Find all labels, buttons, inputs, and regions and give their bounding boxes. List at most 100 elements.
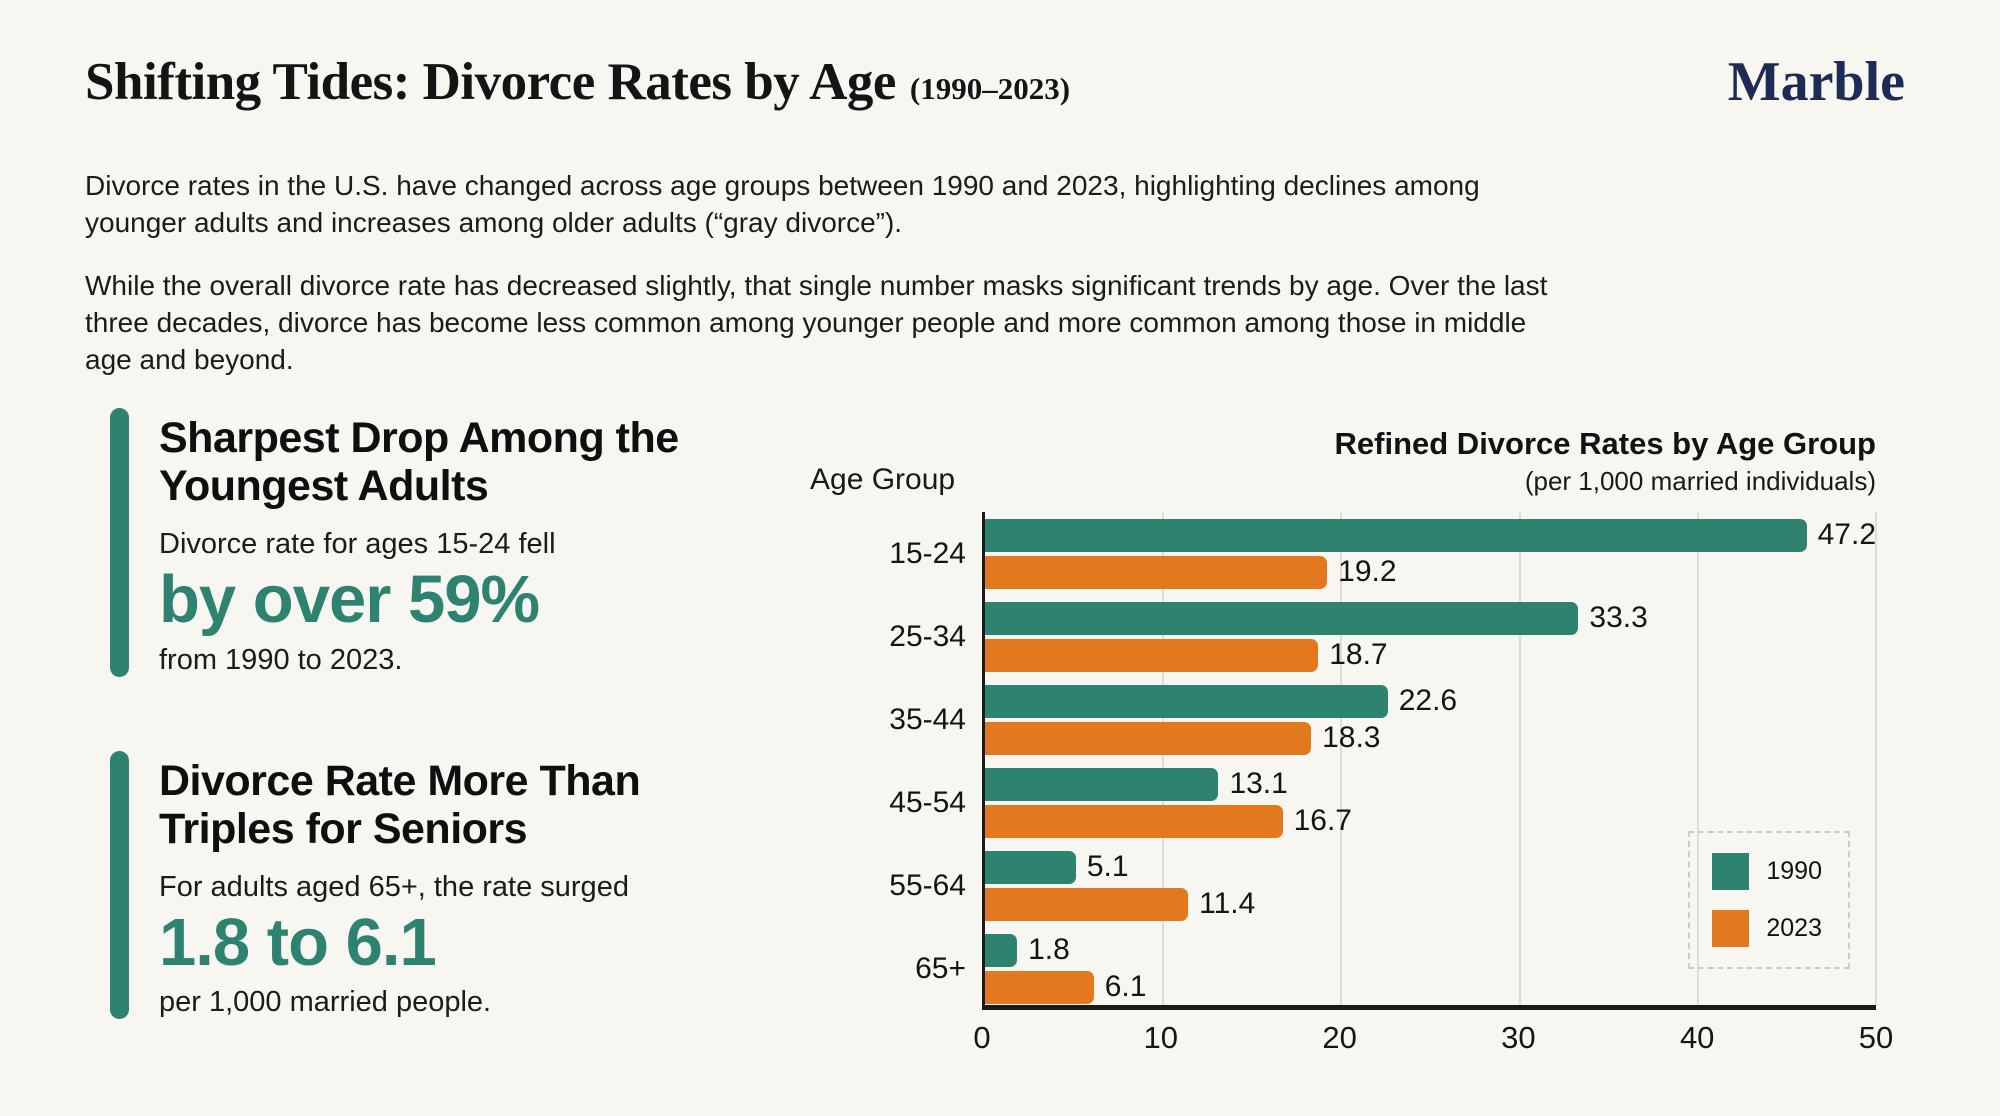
legend-swatch — [1712, 910, 1750, 947]
bar-1990 — [985, 601, 1579, 635]
bar-value-label: 19.2 — [1338, 555, 1397, 588]
marble-logo: Marble — [1727, 51, 1905, 113]
chart-titles: Refined Divorce Rates by Age Group (per … — [1335, 426, 1876, 497]
bar-group-25-34: 33.3 18.7 — [985, 595, 1876, 678]
bar-2023 — [985, 970, 1094, 1004]
page-title: Shifting Tides: Divorce Rates by Age (19… — [85, 52, 1070, 112]
bar-value-label: 6.1 — [1104, 970, 1147, 1003]
chart-subtitle: (per 1,000 married individuals) — [1524, 466, 1876, 496]
gridline — [1875, 512, 1877, 1005]
callout-highlight: 1.8 to 6.1 — [159, 904, 437, 980]
bar-1990 — [985, 684, 1388, 718]
bar-value-label: 18.7 — [1329, 638, 1388, 671]
legend-item-2023: 2023 — [1712, 910, 1822, 947]
y-category-label: 25-34 — [889, 619, 966, 653]
callout-youngest-adults: Sharpest Drop Among the Youngest Adults … — [110, 408, 810, 677]
bar-1990 — [985, 850, 1076, 884]
callout-body: Divorce Rate More Than Triples for Senio… — [159, 751, 759, 1020]
plot-wrap: 15-24 25-34 35-44 45-54 55-64 65+ 47.2 19.2 33.… — [808, 512, 1877, 1010]
bar-group-45-54: 13.1 16.7 — [985, 761, 1876, 844]
bar-line: 5.1 — [985, 850, 1876, 884]
bar-group-65+: 1.8 6.1 — [985, 927, 1876, 1010]
bar-value-label: 18.3 — [1322, 721, 1381, 754]
bar-line: 22.6 — [985, 684, 1876, 718]
callout-seniors: Divorce Rate More Than Triples for Senio… — [110, 750, 810, 1020]
x-tick-label: 30 — [1501, 1020, 1536, 1055]
bar-value-label: 47.2 — [1817, 518, 1876, 551]
bar-value-label: 22.6 — [1398, 684, 1458, 717]
page-title-text: Shifting Tides: Divorce Rates by Age — [85, 53, 896, 111]
divorce-rates-chart: Age Group Refined Divorce Rates by Age G… — [808, 415, 1893, 1062]
bar-group-35-44: 22.6 18.3 — [985, 678, 1876, 761]
callout-heading: Sharpest Drop Among the Youngest Adults — [159, 414, 679, 511]
y-category-labels: 15-24 25-34 35-44 45-54 55-64 65+ — [808, 512, 982, 1010]
bar-line: 18.3 — [985, 721, 1876, 755]
y-category-label: 45-54 — [889, 785, 966, 819]
bar-line: 13.1 — [985, 767, 1876, 801]
bar-line: 1.8 — [985, 933, 1876, 967]
gridline — [1518, 512, 1521, 1005]
header: Shifting Tides: Divorce Rates by Age (19… — [85, 52, 1905, 112]
bar-line: 16.7 — [985, 804, 1876, 838]
x-tick-label: 50 — [1858, 1020, 1894, 1055]
y-category-label: 15-24 — [889, 536, 966, 570]
legend-label: 1990 — [1766, 857, 1822, 885]
accent-bar — [110, 408, 129, 677]
bar-2023 — [985, 804, 1283, 838]
x-tick-label: 10 — [1143, 1020, 1179, 1055]
legend-label: 2023 — [1766, 914, 1822, 942]
bar-value-label: 5.1 — [1086, 850, 1129, 883]
x-tick-label: 40 — [1679, 1020, 1715, 1055]
bar-group-15-24: 47.2 19.2 — [985, 512, 1876, 595]
bar-line: 33.3 — [985, 601, 1876, 635]
bar-2023 — [985, 721, 1312, 755]
callout-highlight: by over 59% — [159, 562, 540, 638]
intro-paragraph-2: While the overall divorce rate has decre… — [85, 269, 1548, 375]
chart-title: Refined Divorce Rates by Age Group — [1334, 426, 1876, 461]
x-tick-label: 0 — [973, 1020, 991, 1055]
callout-lead: Divorce rate for ages 15-24 fell — [159, 528, 556, 561]
bar-value-label: 1.8 — [1028, 933, 1070, 966]
bar-line: 19.2 — [985, 555, 1876, 589]
page-title-years: (1990–2023) — [909, 71, 1071, 106]
accent-bar — [110, 750, 129, 1020]
callout-lead: For adults aged 65+, the rate surged — [159, 870, 629, 903]
bar-value-label: 33.3 — [1589, 601, 1648, 634]
x-axis-ticks: 0 10 20 30 40 50 — [973, 1010, 1893, 1062]
gridline — [1696, 512, 1699, 1005]
bar-line: 6.1 — [985, 970, 1876, 1004]
bar-value-label: 11.4 — [1199, 887, 1256, 920]
bar-1990 — [985, 767, 1219, 801]
callout-tail: per 1,000 married people. — [159, 986, 492, 1019]
y-axis-label: Age Group — [810, 463, 956, 496]
bar-line: 47.2 — [985, 518, 1876, 552]
callouts-column: Sharpest Drop Among the Youngest Adults … — [110, 408, 810, 1020]
x-tick-label: 20 — [1322, 1020, 1357, 1055]
callout-body: Sharpest Drop Among the Youngest Adults … — [159, 408, 759, 677]
bar-1990 — [985, 518, 1807, 552]
legend-item-1990: 1990 — [1712, 853, 1822, 890]
y-category-label: 35-44 — [889, 702, 966, 736]
bar-2023 — [985, 555, 1328, 589]
bar-value-label: 13.1 — [1229, 767, 1288, 800]
gridline — [1162, 512, 1165, 1005]
bar-rows: 47.2 19.2 33.3 18.7 22.6 18.3 13.1 16.7 5.1 11.4 1… — [985, 512, 1876, 1010]
bar-1990 — [985, 933, 1018, 967]
bar-value-label: 16.7 — [1293, 804, 1352, 837]
bar-line: 18.7 — [985, 638, 1876, 672]
intro-paragraph-1: Divorce rates in the U.S. have changed a… — [85, 170, 1480, 238]
callout-heading: Divorce Rate More Than Triples for Senio… — [159, 756, 641, 853]
plot-area: 47.2 19.2 33.3 18.7 22.6 18.3 13.1 16.7 5.1 11.4 1… — [982, 512, 1877, 1010]
callout-tail: from 1990 to 2023. — [159, 643, 403, 676]
bar-line: 11.4 — [985, 887, 1876, 921]
y-category-label: 55-64 — [889, 868, 966, 902]
bar-group-55-64: 5.1 11.4 — [985, 844, 1876, 927]
intro-text: Divorce rates in the U.S. have changed a… — [85, 168, 1575, 379]
bar-2023 — [985, 887, 1189, 921]
gridline — [1340, 512, 1343, 1005]
bar-2023 — [985, 638, 1319, 672]
chart-header: Age Group Refined Divorce Rates by Age G… — [808, 415, 1876, 497]
chart-legend: 1990 2023 — [1688, 831, 1850, 969]
legend-swatch — [1712, 853, 1750, 890]
